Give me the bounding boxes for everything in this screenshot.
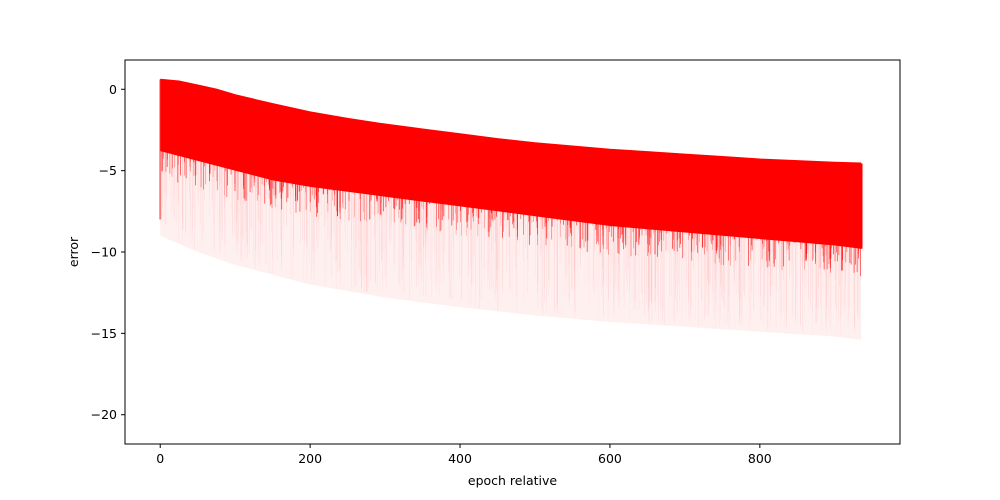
x-tick-label: 600 (598, 451, 622, 466)
lower-edge-spikes (161, 149, 861, 277)
y-tick-label: −15 (91, 326, 117, 341)
plot-area (159, 78, 863, 340)
x-tick-label: 400 (448, 451, 472, 466)
upper-envelope-line (160, 78, 862, 165)
dense-error-band (160, 79, 861, 249)
faint-band (160, 151, 861, 340)
y-tick-label: −10 (91, 245, 117, 260)
x-tick-label: 0 (156, 451, 164, 466)
y-tick-label: −5 (99, 163, 117, 178)
x-axis-label: epoch relative (468, 473, 558, 488)
x-tick-label: 800 (748, 451, 772, 466)
y-tick-label: 0 (109, 82, 117, 97)
y-tick-label: −20 (91, 407, 117, 422)
x-tick-label: 200 (298, 451, 322, 466)
y-axis-label: error (66, 236, 81, 267)
x-axis: 0 200 400 600 800 (156, 444, 772, 466)
y-axis: 0 −5 −10 −15 −20 (91, 82, 125, 422)
